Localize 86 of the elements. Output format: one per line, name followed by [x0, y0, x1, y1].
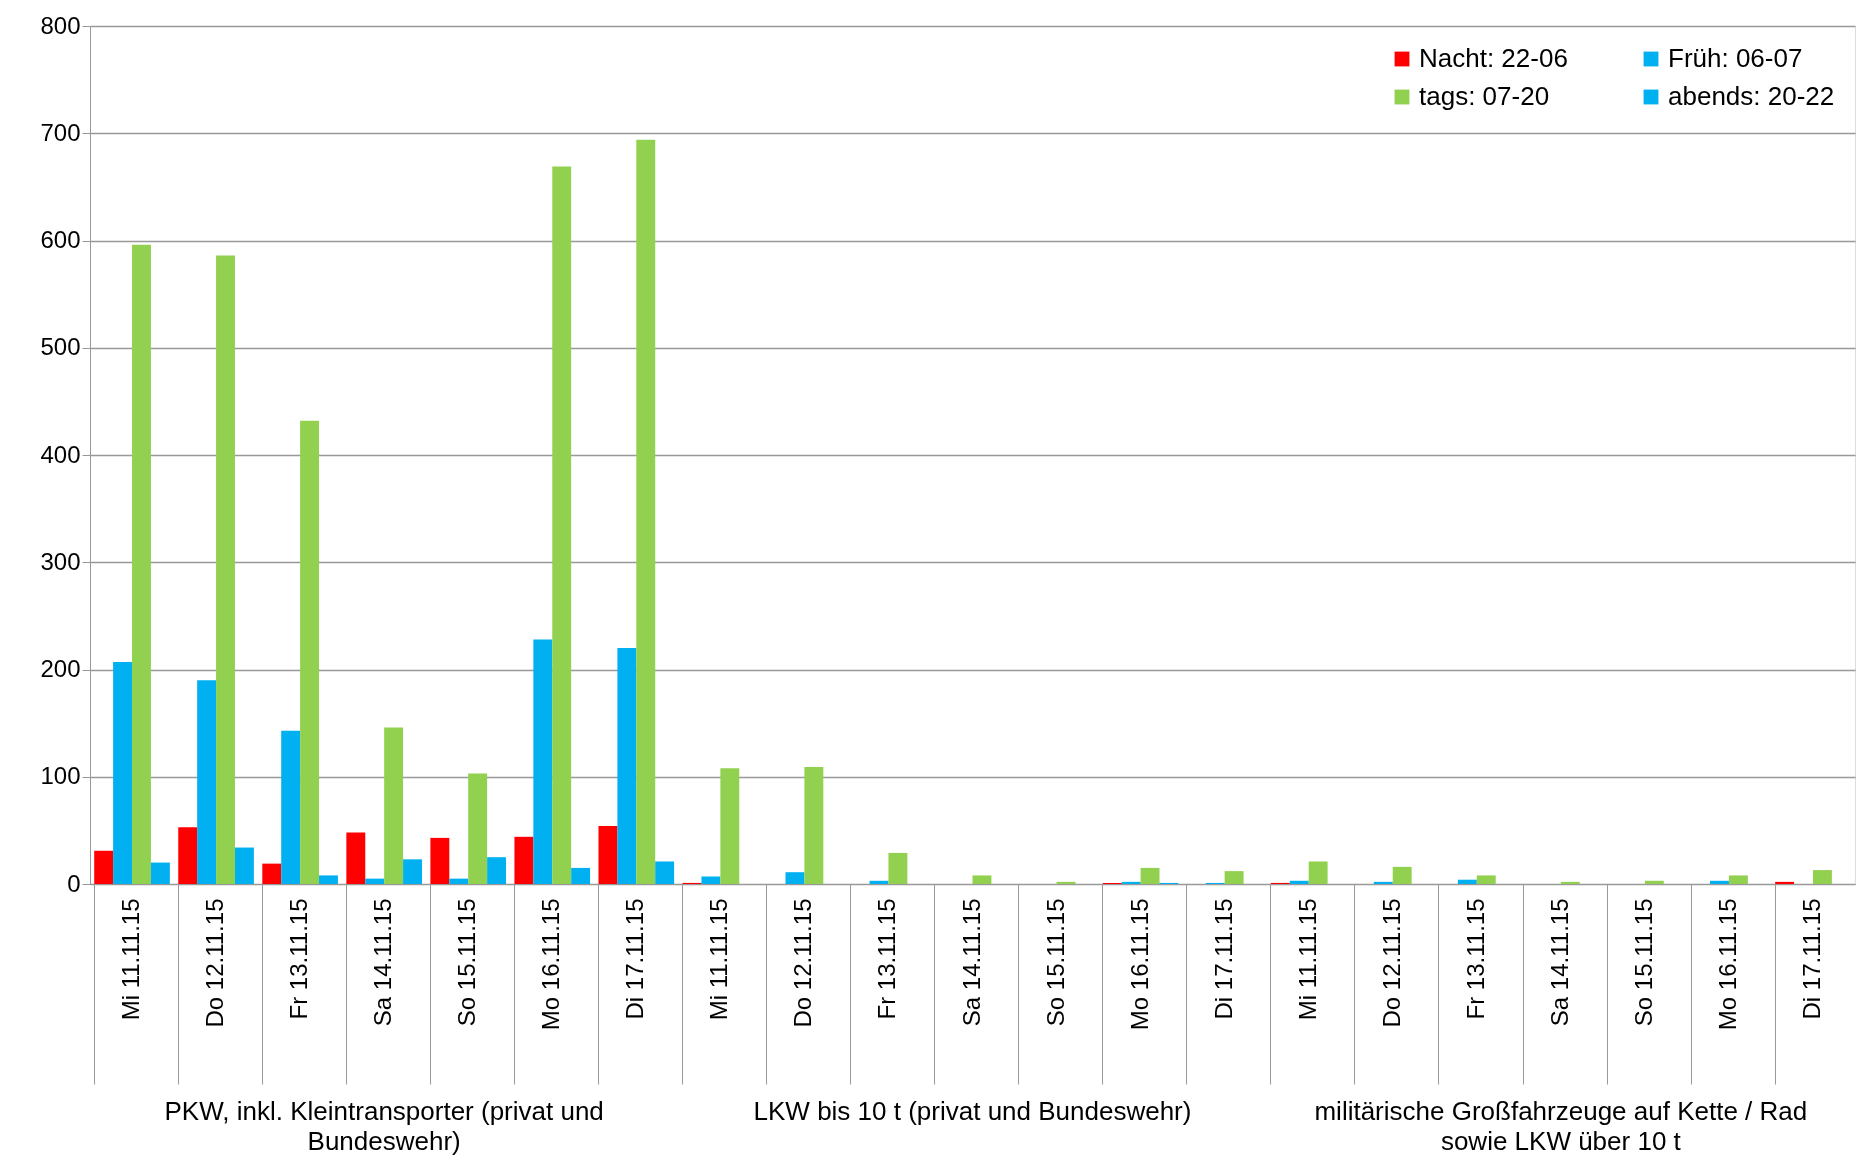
- bar: [319, 875, 338, 884]
- bar: [1457, 879, 1477, 884]
- x-tick-label: So 15.11.15: [1629, 898, 1657, 1027]
- bar: [94, 850, 114, 884]
- x-tick-label: Sa 14.11.15: [957, 898, 985, 1027]
- x-tick-label: Fr 13.11.15: [285, 898, 313, 1020]
- bar: [346, 832, 366, 884]
- y-tick-label: 700: [40, 118, 81, 146]
- x-tick-label: Mi 11.11.15: [1293, 898, 1321, 1021]
- y-tick-label: 500: [40, 333, 81, 361]
- y-tick-label: 100: [40, 762, 81, 790]
- x-tick-label: Fr 13.11.15: [1461, 898, 1489, 1020]
- x-tick-label: Sa 14.11.15: [369, 898, 397, 1027]
- bar: [972, 875, 992, 884]
- y-tick-label: 200: [40, 655, 81, 682]
- bar: [281, 730, 301, 884]
- bar: [1140, 867, 1160, 884]
- bar: [1812, 870, 1832, 884]
- y-tick-label: 800: [40, 11, 81, 39]
- bar: [1476, 875, 1496, 884]
- bar: [384, 727, 404, 884]
- bar: [403, 859, 422, 884]
- text: militärische Großfahrzeuge auf Kette / Rad sowie LKW über 10 t: [1314, 1096, 1808, 1156]
- bar: [655, 861, 675, 884]
- y-tick-label: 600: [40, 226, 81, 253]
- bar: [1373, 881, 1393, 884]
- bar: [804, 767, 824, 884]
- bar: [1392, 866, 1412, 884]
- bar: [178, 827, 198, 884]
- bar: [300, 420, 320, 884]
- x-tick-label: So 15.11.15: [453, 898, 481, 1027]
- x-tick-label: Di 17.11.15: [1209, 898, 1237, 1020]
- bar: [533, 639, 553, 884]
- x-tick-label: Do 12.11.15: [789, 898, 817, 1028]
- bar: [617, 648, 637, 884]
- bar: [785, 872, 805, 884]
- bar: [113, 661, 133, 884]
- legend-label: abends: 20-22: [1668, 81, 1835, 111]
- x-tick-label: Mi 11.11.15: [705, 898, 733, 1021]
- bar: [150, 862, 170, 884]
- bar: [888, 852, 908, 884]
- x-tick-label: Sa 14.11.15: [1545, 898, 1573, 1027]
- bar: [1308, 861, 1328, 884]
- bar: [514, 836, 534, 884]
- bar: [197, 680, 217, 884]
- text: PKW, inkl. Kleintransporter (privat und Bundeswehr): [164, 1096, 604, 1156]
- x-tick-label: Do 12.11.15: [201, 898, 229, 1028]
- bar: [132, 244, 151, 884]
- bar: [1121, 881, 1141, 884]
- bar: [571, 867, 591, 884]
- x-tick-label: Di 17.11.15: [1797, 898, 1825, 1020]
- x-tick-label: Fr 13.11.15: [873, 898, 901, 1020]
- bar: [365, 878, 385, 884]
- legend-label: tags: 07-20: [1419, 81, 1550, 111]
- x-tick-label: Di 17.11.15: [621, 898, 649, 1020]
- bar: [1289, 880, 1309, 884]
- bar: [1644, 880, 1664, 884]
- bar: [430, 837, 450, 884]
- bar: [234, 847, 254, 884]
- bar: [1775, 881, 1795, 884]
- x-tick-label: Mo 16.11.15: [1713, 898, 1741, 1031]
- bar: [487, 857, 507, 884]
- x-tick-label: Do 12.11.15: [1377, 898, 1405, 1028]
- bar: [636, 139, 656, 884]
- bar: [598, 826, 618, 884]
- bar: [701, 876, 721, 884]
- legend-label: Nacht: 22-06: [1419, 43, 1568, 73]
- x-tick-label: Mo 16.11.15: [537, 898, 565, 1031]
- bar: [216, 255, 235, 884]
- bar: [720, 768, 740, 884]
- bar: [1710, 880, 1729, 884]
- legend-label: Früh: 06-07: [1668, 43, 1803, 73]
- bar: [552, 166, 572, 884]
- text: LKW bis 10 t (privat und Bundeswehr): [753, 1096, 1192, 1126]
- bar: [1224, 871, 1244, 884]
- x-tick-label: So 15.11.15: [1041, 898, 1069, 1027]
- bar: [449, 878, 469, 884]
- x-tick-label: Mi 11.11.15: [117, 898, 145, 1021]
- x-tick-label: Mo 16.11.15: [1125, 898, 1153, 1031]
- bar: [262, 863, 282, 884]
- bar: [468, 773, 488, 884]
- y-tick-label: 300: [40, 547, 81, 575]
- bar: [1728, 875, 1748, 884]
- y-tick-label: 400: [40, 440, 81, 468]
- bar: [1560, 881, 1580, 884]
- y-tick-label: 0: [67, 869, 81, 897]
